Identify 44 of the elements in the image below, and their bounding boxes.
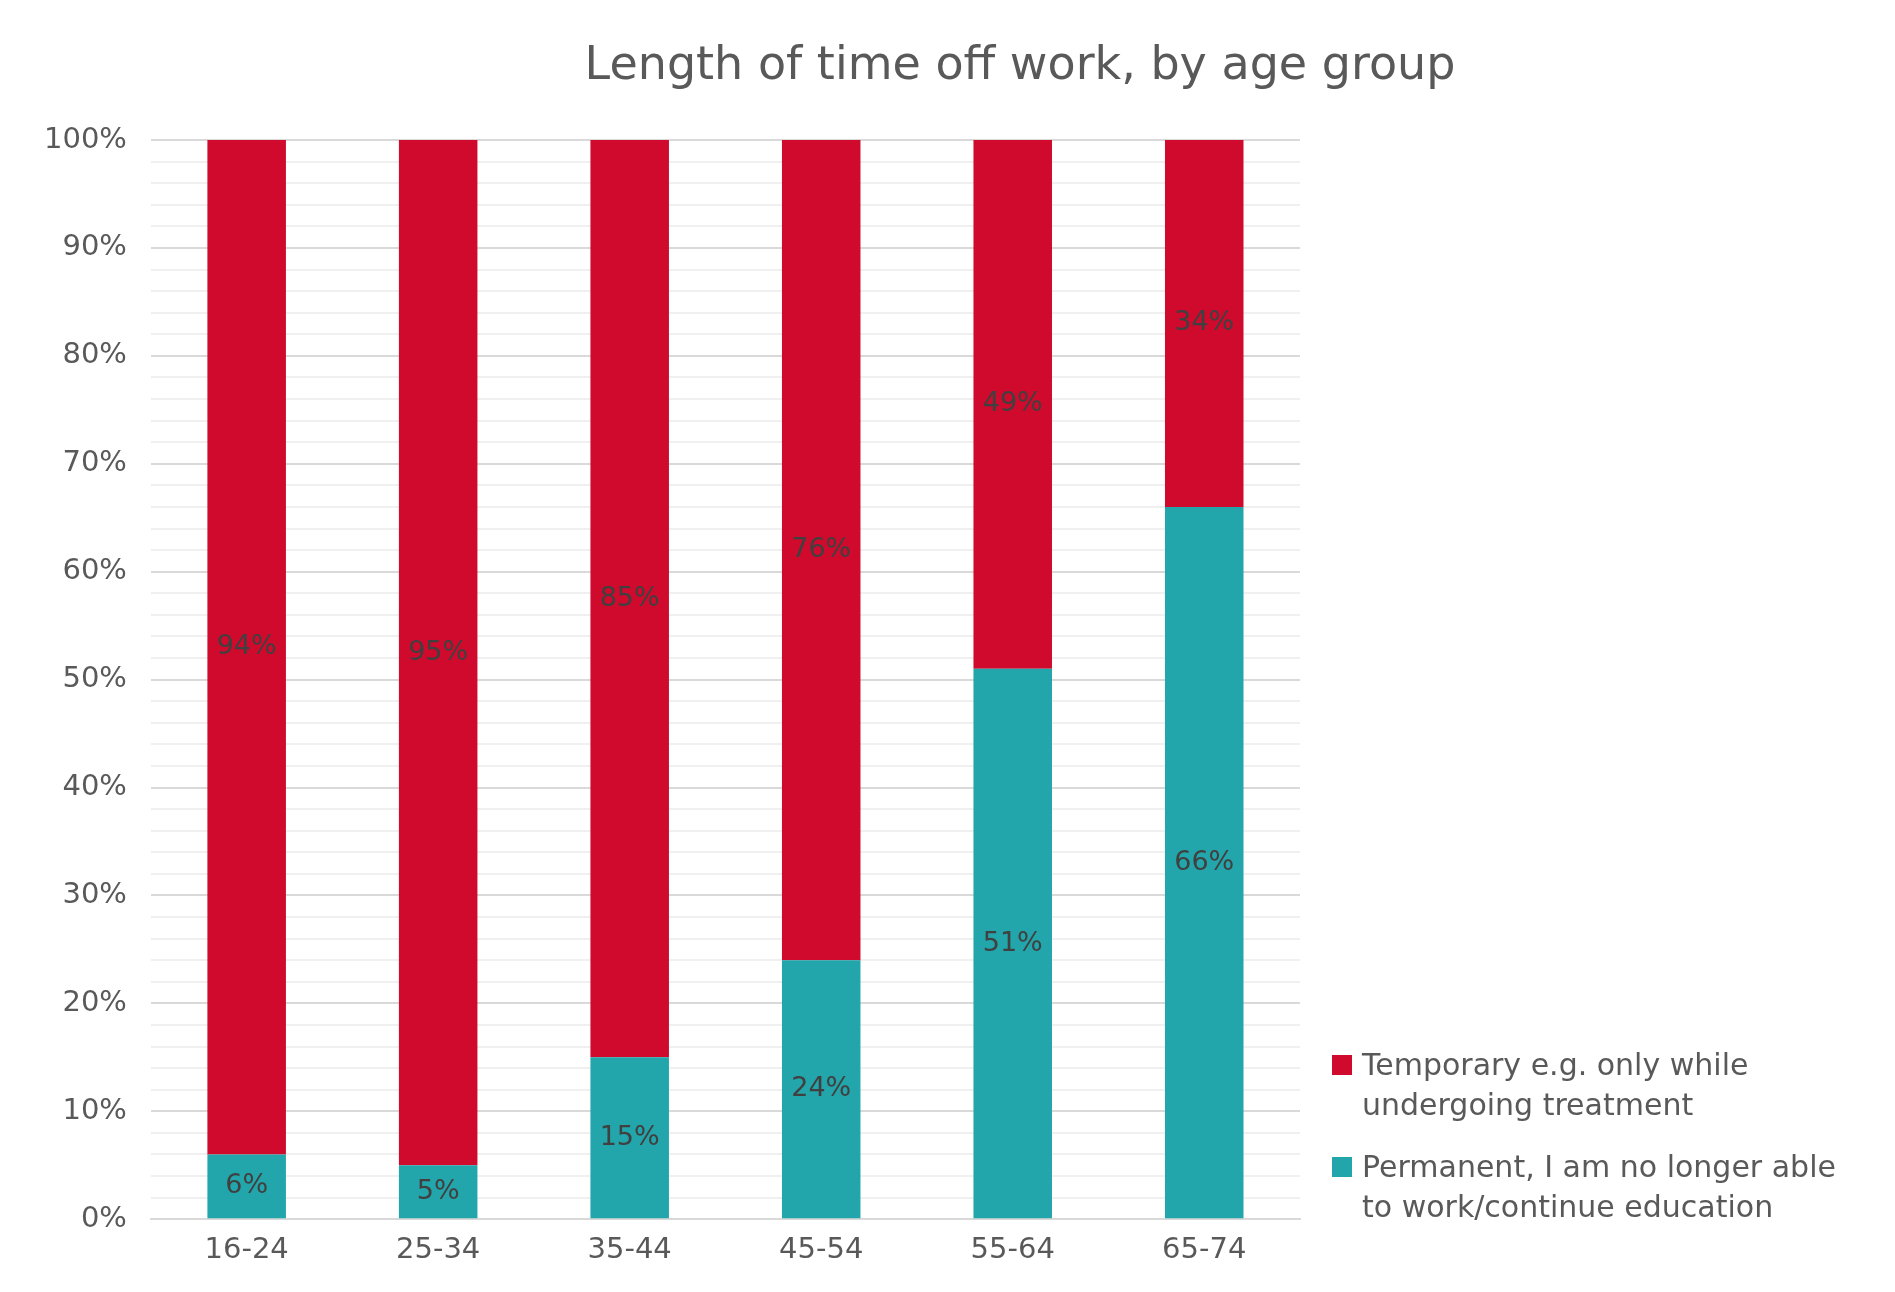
y-tick-label: 10%	[62, 1091, 127, 1126]
x-tick-label: 65-74	[1162, 1231, 1247, 1266]
bar	[207, 1154, 286, 1219]
y-tick-label: 60%	[62, 552, 127, 587]
data-label: 95%	[408, 634, 469, 666]
bar	[590, 1057, 669, 1219]
data-label: 94%	[216, 629, 277, 661]
y-tick-label: 30%	[62, 875, 127, 910]
y-tick-label: 0%	[80, 1199, 127, 1234]
bar	[781, 960, 861, 1219]
bar	[207, 140, 286, 1155]
data-label: 5%	[416, 1173, 460, 1205]
x-tick-label: 55-64	[970, 1231, 1055, 1266]
data-label: 15%	[599, 1119, 660, 1151]
bar	[1164, 506, 1244, 1219]
y-tick-label: 70%	[62, 444, 127, 479]
legend-label: Permanent, I am no longer able to work/continue education	[1362, 1148, 1837, 1227]
y-tick-label: 50%	[62, 660, 127, 695]
bar	[781, 140, 861, 961]
y-tick-label: 90%	[62, 228, 127, 263]
data-label: 85%	[599, 580, 660, 612]
chart-title: Length of time off work, by age group	[583, 36, 1457, 90]
bar	[398, 140, 478, 1166]
x-tick-label: 35-44	[587, 1231, 672, 1266]
data-label: 24%	[791, 1071, 852, 1103]
data-label: 76%	[791, 532, 852, 564]
bar	[590, 140, 669, 1058]
y-tick-label: 80%	[62, 336, 127, 371]
data-label: 49%	[982, 386, 1043, 418]
bar	[1164, 140, 1244, 507]
x-tick-label: 16-24	[204, 1231, 289, 1266]
x-tick-label: 45-54	[779, 1231, 864, 1266]
y-tick-label: 40%	[62, 768, 127, 803]
data-label: 66%	[1174, 844, 1235, 876]
legend-label: Temporary e.g. only while undergoing treatment	[1362, 1046, 1750, 1125]
bar	[973, 140, 1052, 669]
y-tick-label: 100%	[43, 120, 127, 155]
data-label: 6%	[225, 1168, 269, 1200]
y-tick-label: 20%	[62, 983, 127, 1018]
bar	[973, 668, 1052, 1219]
data-label: 34%	[1174, 305, 1235, 337]
data-label: 51%	[982, 925, 1043, 957]
x-tick-label: 25-34	[396, 1231, 481, 1266]
bar	[398, 1165, 478, 1219]
